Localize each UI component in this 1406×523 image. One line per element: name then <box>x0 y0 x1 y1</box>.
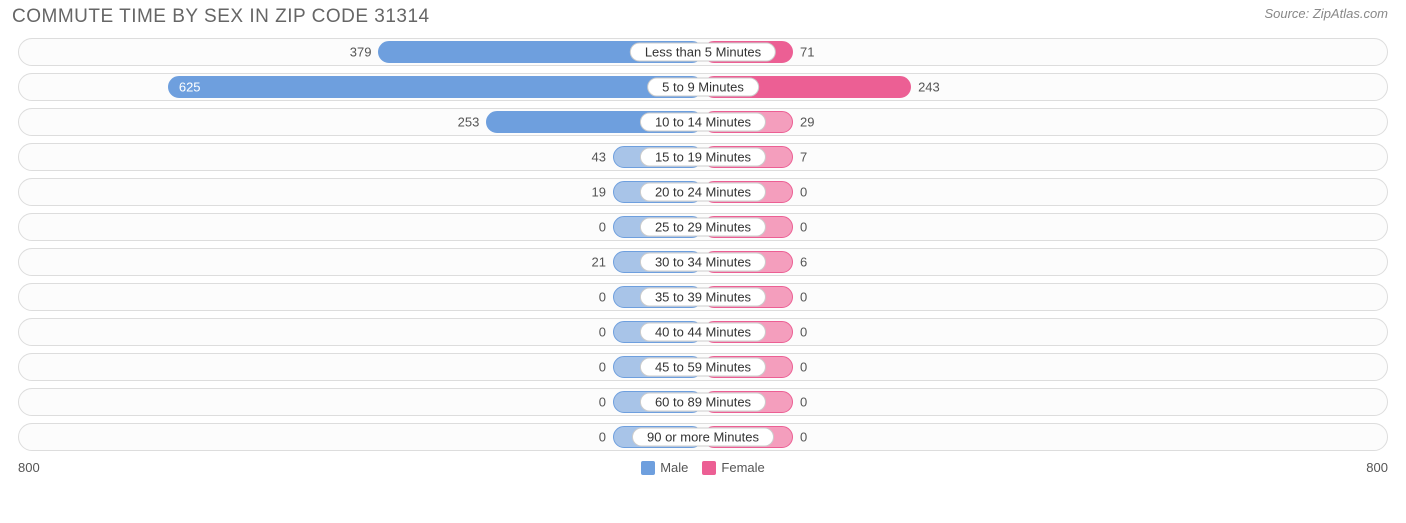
legend-male-label: Male <box>660 460 688 475</box>
row-label: 25 to 29 Minutes <box>640 218 766 237</box>
female-value: 0 <box>800 325 807 340</box>
legend-female-label: Female <box>721 460 764 475</box>
axis-right-max: 800 <box>1366 460 1388 475</box>
source-attribution: Source: ZipAtlas.com <box>1264 6 1388 21</box>
male-value: 253 <box>458 115 480 130</box>
female-value: 0 <box>800 220 807 235</box>
female-value: 0 <box>800 360 807 375</box>
male-bar <box>168 76 703 98</box>
female-value: 29 <box>800 115 814 130</box>
chart-row: 60 to 89 Minutes 0 0 <box>18 388 1388 416</box>
chart-row: 25 to 29 Minutes 0 0 <box>18 213 1388 241</box>
female-value: 0 <box>800 185 807 200</box>
female-value: 0 <box>800 290 807 305</box>
male-swatch-icon <box>641 461 655 475</box>
chart-row: 20 to 24 Minutes 19 0 <box>18 178 1388 206</box>
female-swatch-icon <box>702 461 716 475</box>
chart-row: 35 to 39 Minutes 0 0 <box>18 283 1388 311</box>
row-label: 40 to 44 Minutes <box>640 323 766 342</box>
male-value: 0 <box>599 220 606 235</box>
male-value: 43 <box>592 150 606 165</box>
legend-item-male: Male <box>641 460 688 475</box>
chart-row: 5 to 9 Minutes 625 243 <box>18 73 1388 101</box>
male-value: 0 <box>599 325 606 340</box>
male-value: 625 <box>179 80 201 95</box>
chart-row: 90 or more Minutes 0 0 <box>18 423 1388 451</box>
male-value: 0 <box>599 430 606 445</box>
male-value: 0 <box>599 395 606 410</box>
row-label: 60 to 89 Minutes <box>640 393 766 412</box>
row-label: Less than 5 Minutes <box>630 43 776 62</box>
chart-row: 15 to 19 Minutes 43 7 <box>18 143 1388 171</box>
axis-left-max: 800 <box>18 460 40 475</box>
male-value: 0 <box>599 360 606 375</box>
female-value: 7 <box>800 150 807 165</box>
legend: Male Female <box>641 460 765 475</box>
female-value: 6 <box>800 255 807 270</box>
chart-area: Less than 5 Minutes379715 to 9 Minutes62… <box>0 38 1406 451</box>
row-label: 90 or more Minutes <box>632 428 774 447</box>
male-value: 0 <box>599 290 606 305</box>
female-value: 0 <box>800 395 807 410</box>
male-value: 19 <box>592 185 606 200</box>
row-label: 15 to 19 Minutes <box>640 148 766 167</box>
row-label: 35 to 39 Minutes <box>640 288 766 307</box>
female-value: 243 <box>918 80 940 95</box>
chart-title: COMMUTE TIME BY SEX IN ZIP CODE 31314 <box>12 6 430 28</box>
male-value: 21 <box>592 255 606 270</box>
female-value: 71 <box>800 45 814 60</box>
chart-row: 10 to 14 Minutes 253 29 <box>18 108 1388 136</box>
row-label: 5 to 9 Minutes <box>647 78 759 97</box>
chart-row: Less than 5 Minutes 379 71 <box>18 38 1388 66</box>
row-label: 30 to 34 Minutes <box>640 253 766 272</box>
chart-row: 30 to 34 Minutes 21 6 <box>18 248 1388 276</box>
legend-item-female: Female <box>702 460 764 475</box>
row-label: 10 to 14 Minutes <box>640 113 766 132</box>
row-label: 45 to 59 Minutes <box>640 358 766 377</box>
row-label: 20 to 24 Minutes <box>640 183 766 202</box>
female-value: 0 <box>800 430 807 445</box>
chart-row: 45 to 59 Minutes 0 0 <box>18 353 1388 381</box>
chart-row: 40 to 44 Minutes 0 0 <box>18 318 1388 346</box>
male-value: 379 <box>350 45 372 60</box>
